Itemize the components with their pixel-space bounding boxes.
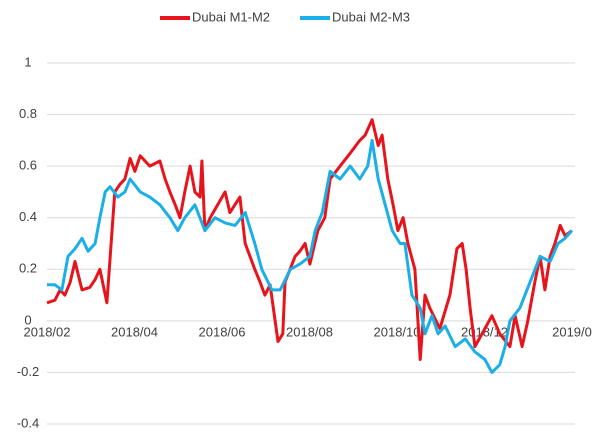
series-line	[46, 118, 573, 361]
y-tick-label: 0.2	[19, 261, 37, 276]
legend-label: Dubai M2-M3	[332, 9, 410, 24]
y-tick-label: -0.2	[17, 364, 39, 379]
y-tick-label: 0	[24, 312, 31, 327]
legend-label: Dubai M1-M2	[192, 9, 270, 24]
x-tick-label: 2018/08	[286, 324, 333, 339]
x-tick-label: 2018/10	[374, 324, 421, 339]
y-tick-label: 1	[24, 54, 31, 69]
series-line	[47, 138, 574, 374]
y-tick-label: 0.6	[19, 158, 37, 173]
x-tick-label: 2019/0	[552, 324, 592, 339]
x-tick-label: 2018/04	[111, 324, 158, 339]
y-tick-label: 0.4	[19, 209, 37, 224]
x-tick-label: 2018/02	[24, 324, 71, 339]
y-tick-label: -0.4	[17, 415, 39, 430]
y-tick-label: 0.8	[19, 106, 37, 121]
x-tick-label: 2018/06	[199, 324, 246, 339]
